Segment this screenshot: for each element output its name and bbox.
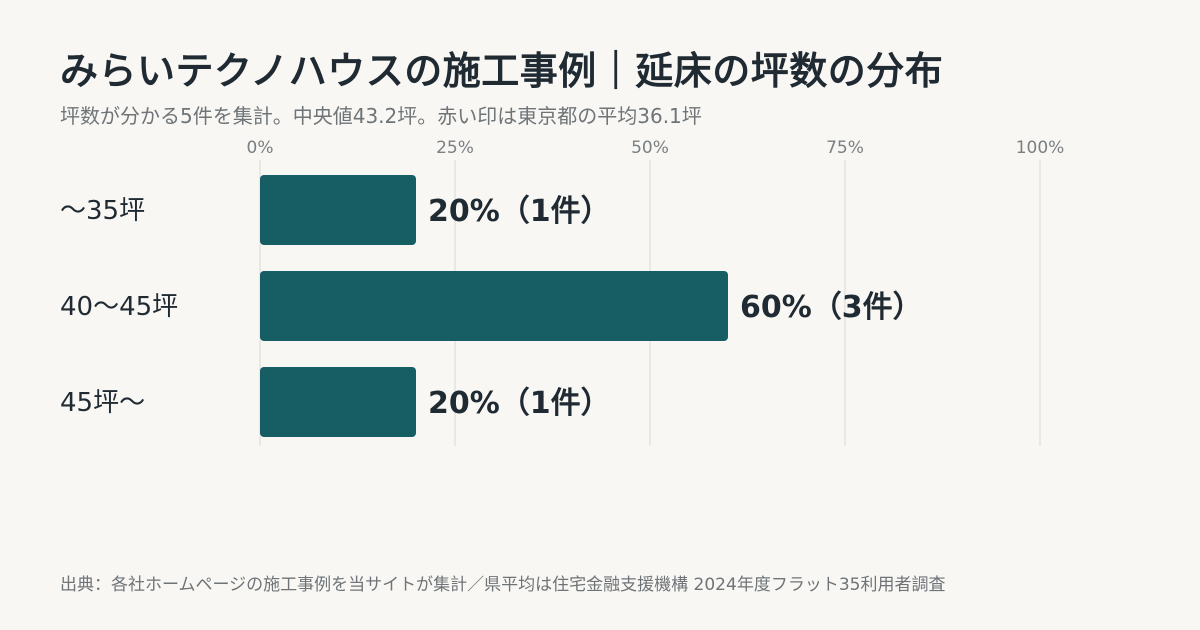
x-tick-label: 50% — [631, 138, 669, 158]
x-tick-label: 0% — [247, 138, 274, 158]
data-label: 20%（1件） — [428, 386, 611, 421]
source-note: 出典：各社ホームページの施工事例を当サイトが集計／県平均は住宅金融支援機構 20… — [60, 575, 946, 595]
data-label: 60%（3件） — [740, 290, 923, 325]
x-tick-label: 100% — [1016, 138, 1065, 158]
chart-title: みらいテクノハウスの施工事例｜延床の坪数の分布 — [60, 49, 944, 93]
category-label: 45坪〜 — [60, 388, 145, 418]
bar — [260, 271, 728, 341]
bar — [260, 367, 416, 437]
category-label: 40〜45坪 — [60, 292, 178, 322]
chart-subtitle: 坪数が分かる5件を集計。中央値43.2坪。赤い印は東京都の平均36.1坪 — [60, 104, 702, 128]
x-tick-label: 75% — [826, 138, 864, 158]
bar-chart: 0% 25% 50% 75% 100% 〜35坪 20%（1件） 40〜45坪 60%（3件） 4… — [60, 138, 1065, 446]
category-label: 〜35坪 — [60, 196, 145, 226]
bar — [260, 175, 416, 245]
data-label: 20%（1件） — [428, 194, 611, 229]
x-tick-label: 25% — [436, 138, 474, 158]
